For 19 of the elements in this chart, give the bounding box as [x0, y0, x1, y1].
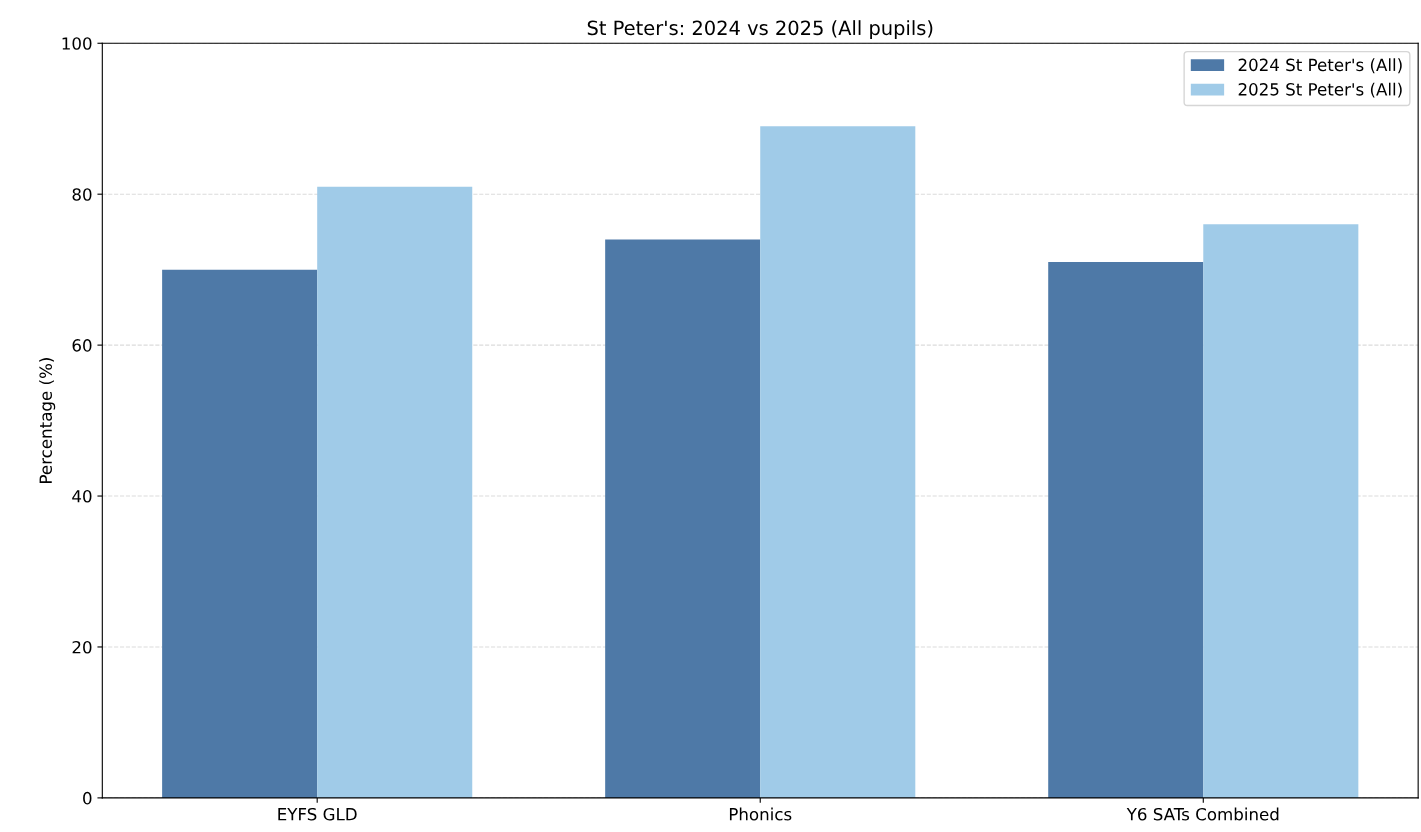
legend-label: 2025 St Peter's (All) — [1238, 82, 1402, 98]
bar — [1203, 224, 1359, 798]
x-tick-label: Y6 SATs Combined — [1126, 807, 1279, 821]
y-tick-label: 0 — [83, 791, 92, 805]
y-tick-label: 60 — [72, 339, 92, 352]
x-tick-label: Phonics — [729, 807, 792, 821]
chart-title: St Peter's: 2024 vs 2025 (All pupils) — [587, 20, 933, 39]
y-axis-title: Percentage (%) — [39, 358, 56, 483]
bar — [162, 269, 318, 798]
y-tick-label: 100 — [62, 37, 92, 50]
y-tick-label: 80 — [72, 188, 92, 201]
bar — [760, 126, 916, 798]
x-tick-label: EYFS GLD — [278, 807, 357, 821]
y-tick-label: 20 — [72, 640, 92, 654]
y-tick-label: 40 — [72, 490, 92, 503]
legend-label: 2024 St Peter's (All) — [1238, 58, 1402, 74]
bar — [605, 239, 761, 798]
bar — [1048, 262, 1204, 798]
bar — [317, 186, 473, 798]
